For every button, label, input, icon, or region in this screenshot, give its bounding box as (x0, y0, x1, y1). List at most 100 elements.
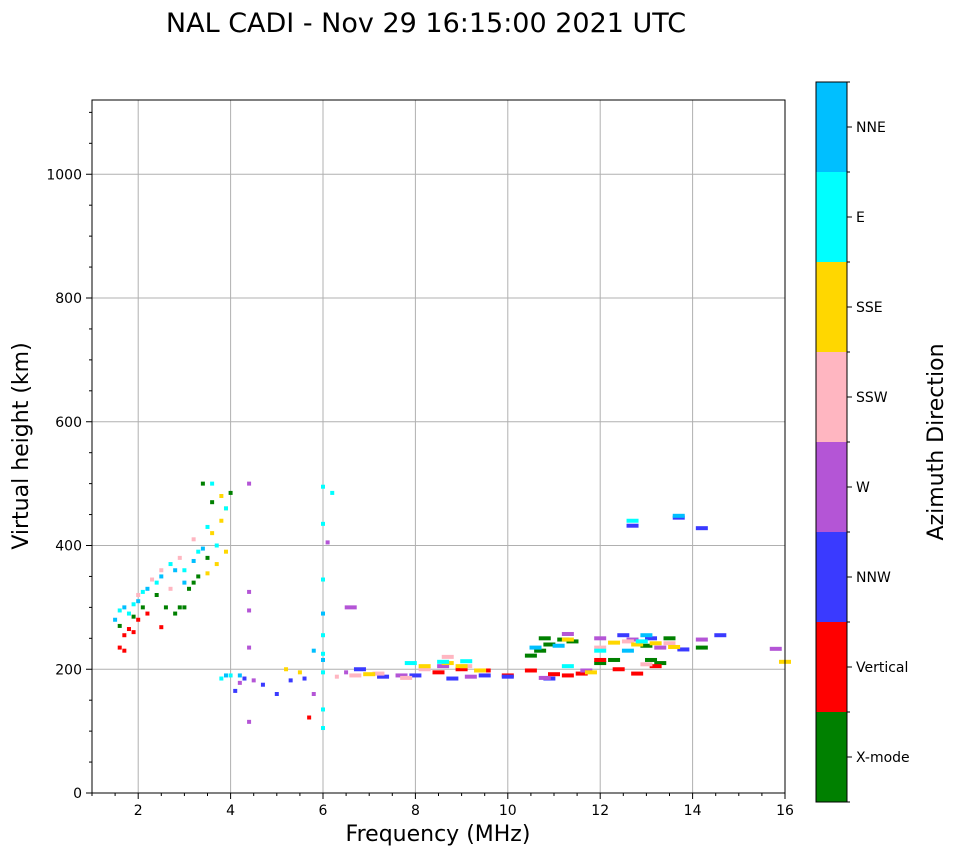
colorbar-segment (816, 172, 847, 262)
data-point (136, 617, 141, 622)
data-point (552, 643, 565, 648)
data-point (649, 641, 662, 646)
data-point (173, 611, 178, 616)
data-point (534, 648, 547, 653)
data-point (594, 648, 607, 653)
data-point (163, 605, 168, 610)
colorbar-segment (816, 352, 847, 442)
data-point (117, 623, 122, 628)
data-point (122, 648, 127, 653)
data-point (654, 661, 667, 666)
data-point (404, 661, 417, 666)
data-point (437, 664, 450, 669)
data-point (126, 627, 131, 632)
data-point (677, 647, 690, 652)
y-tick-label: 200 (55, 662, 82, 678)
data-point (140, 605, 145, 610)
y-tick-label: 600 (55, 415, 82, 431)
data-point (113, 617, 118, 622)
data-point (594, 661, 607, 666)
data-point (182, 580, 187, 585)
data-point (131, 630, 136, 635)
data-point (640, 633, 653, 638)
data-point (635, 639, 648, 644)
data-point (330, 490, 335, 495)
data-point (136, 593, 141, 597)
data-point (695, 526, 708, 531)
data-point (538, 675, 551, 680)
data-point (594, 645, 607, 650)
data-point (191, 537, 196, 542)
data-point (247, 719, 252, 724)
data-point (663, 641, 676, 646)
data-point (561, 673, 574, 678)
data-point (200, 481, 205, 486)
data-point (672, 513, 685, 518)
data-points (113, 481, 791, 731)
x-axis-label: Frequency (MHz) (346, 822, 531, 847)
data-point (561, 637, 574, 642)
data-point (140, 589, 145, 594)
colorbar-label: Azimuth Direction (924, 343, 949, 540)
data-point (695, 637, 708, 642)
data-point (321, 577, 325, 582)
x-tick-label: 8 (411, 803, 420, 819)
data-point (621, 639, 634, 644)
y-axis-ticks: 0 200 400 600 800 1000 (46, 111, 92, 802)
data-point (223, 549, 228, 554)
data-point (321, 726, 325, 731)
data-point (177, 605, 182, 610)
data-point (131, 614, 136, 619)
data-point (538, 636, 551, 641)
data-point (529, 645, 542, 650)
data-point (122, 605, 127, 610)
data-point (131, 602, 136, 607)
data-point (154, 593, 159, 597)
data-point (187, 586, 192, 591)
data-point (210, 531, 215, 536)
data-point (228, 490, 233, 495)
data-point (219, 494, 224, 498)
data-point (441, 654, 454, 659)
series-w (237, 481, 782, 724)
data-point (251, 678, 256, 683)
data-point (136, 599, 141, 604)
data-point (288, 678, 293, 683)
colorbar: X-mode Vertical NNW W SSW SSE E NNE (815, 81, 910, 803)
data-point (334, 674, 339, 679)
colorbar-segment (816, 442, 847, 532)
data-point (117, 645, 122, 650)
data-point (561, 631, 574, 636)
data-point (325, 540, 330, 545)
data-point (237, 673, 242, 678)
data-point (321, 611, 325, 616)
data-point (640, 662, 653, 667)
data-point (242, 676, 247, 681)
data-point (617, 633, 630, 638)
colorbar-tick-label: SSE (856, 300, 883, 316)
x-tick-label: 10 (499, 803, 517, 819)
data-point (321, 633, 325, 638)
data-point (575, 671, 588, 676)
data-point (501, 674, 514, 679)
data-point (395, 673, 408, 678)
colorbar-segment (816, 262, 847, 352)
y-axis-label: Virtual height (km) (9, 342, 34, 549)
colorbar-frame (815, 81, 848, 803)
data-point (594, 636, 607, 641)
data-point (344, 605, 357, 610)
plot-background (92, 100, 785, 793)
data-point (524, 668, 537, 673)
colorbar-segment (816, 712, 847, 802)
data-point (455, 667, 468, 672)
x-tick-label: 2 (134, 803, 143, 819)
data-point (608, 657, 621, 662)
data-point (205, 571, 210, 576)
data-point (302, 676, 307, 681)
data-point (233, 688, 238, 693)
data-point (307, 715, 312, 720)
data-point (159, 574, 164, 579)
chart-title: NAL CADI - Nov 29 16:15:00 2021 UTC (166, 8, 686, 39)
data-point (432, 670, 445, 675)
y-tick-label: 1000 (46, 167, 82, 183)
